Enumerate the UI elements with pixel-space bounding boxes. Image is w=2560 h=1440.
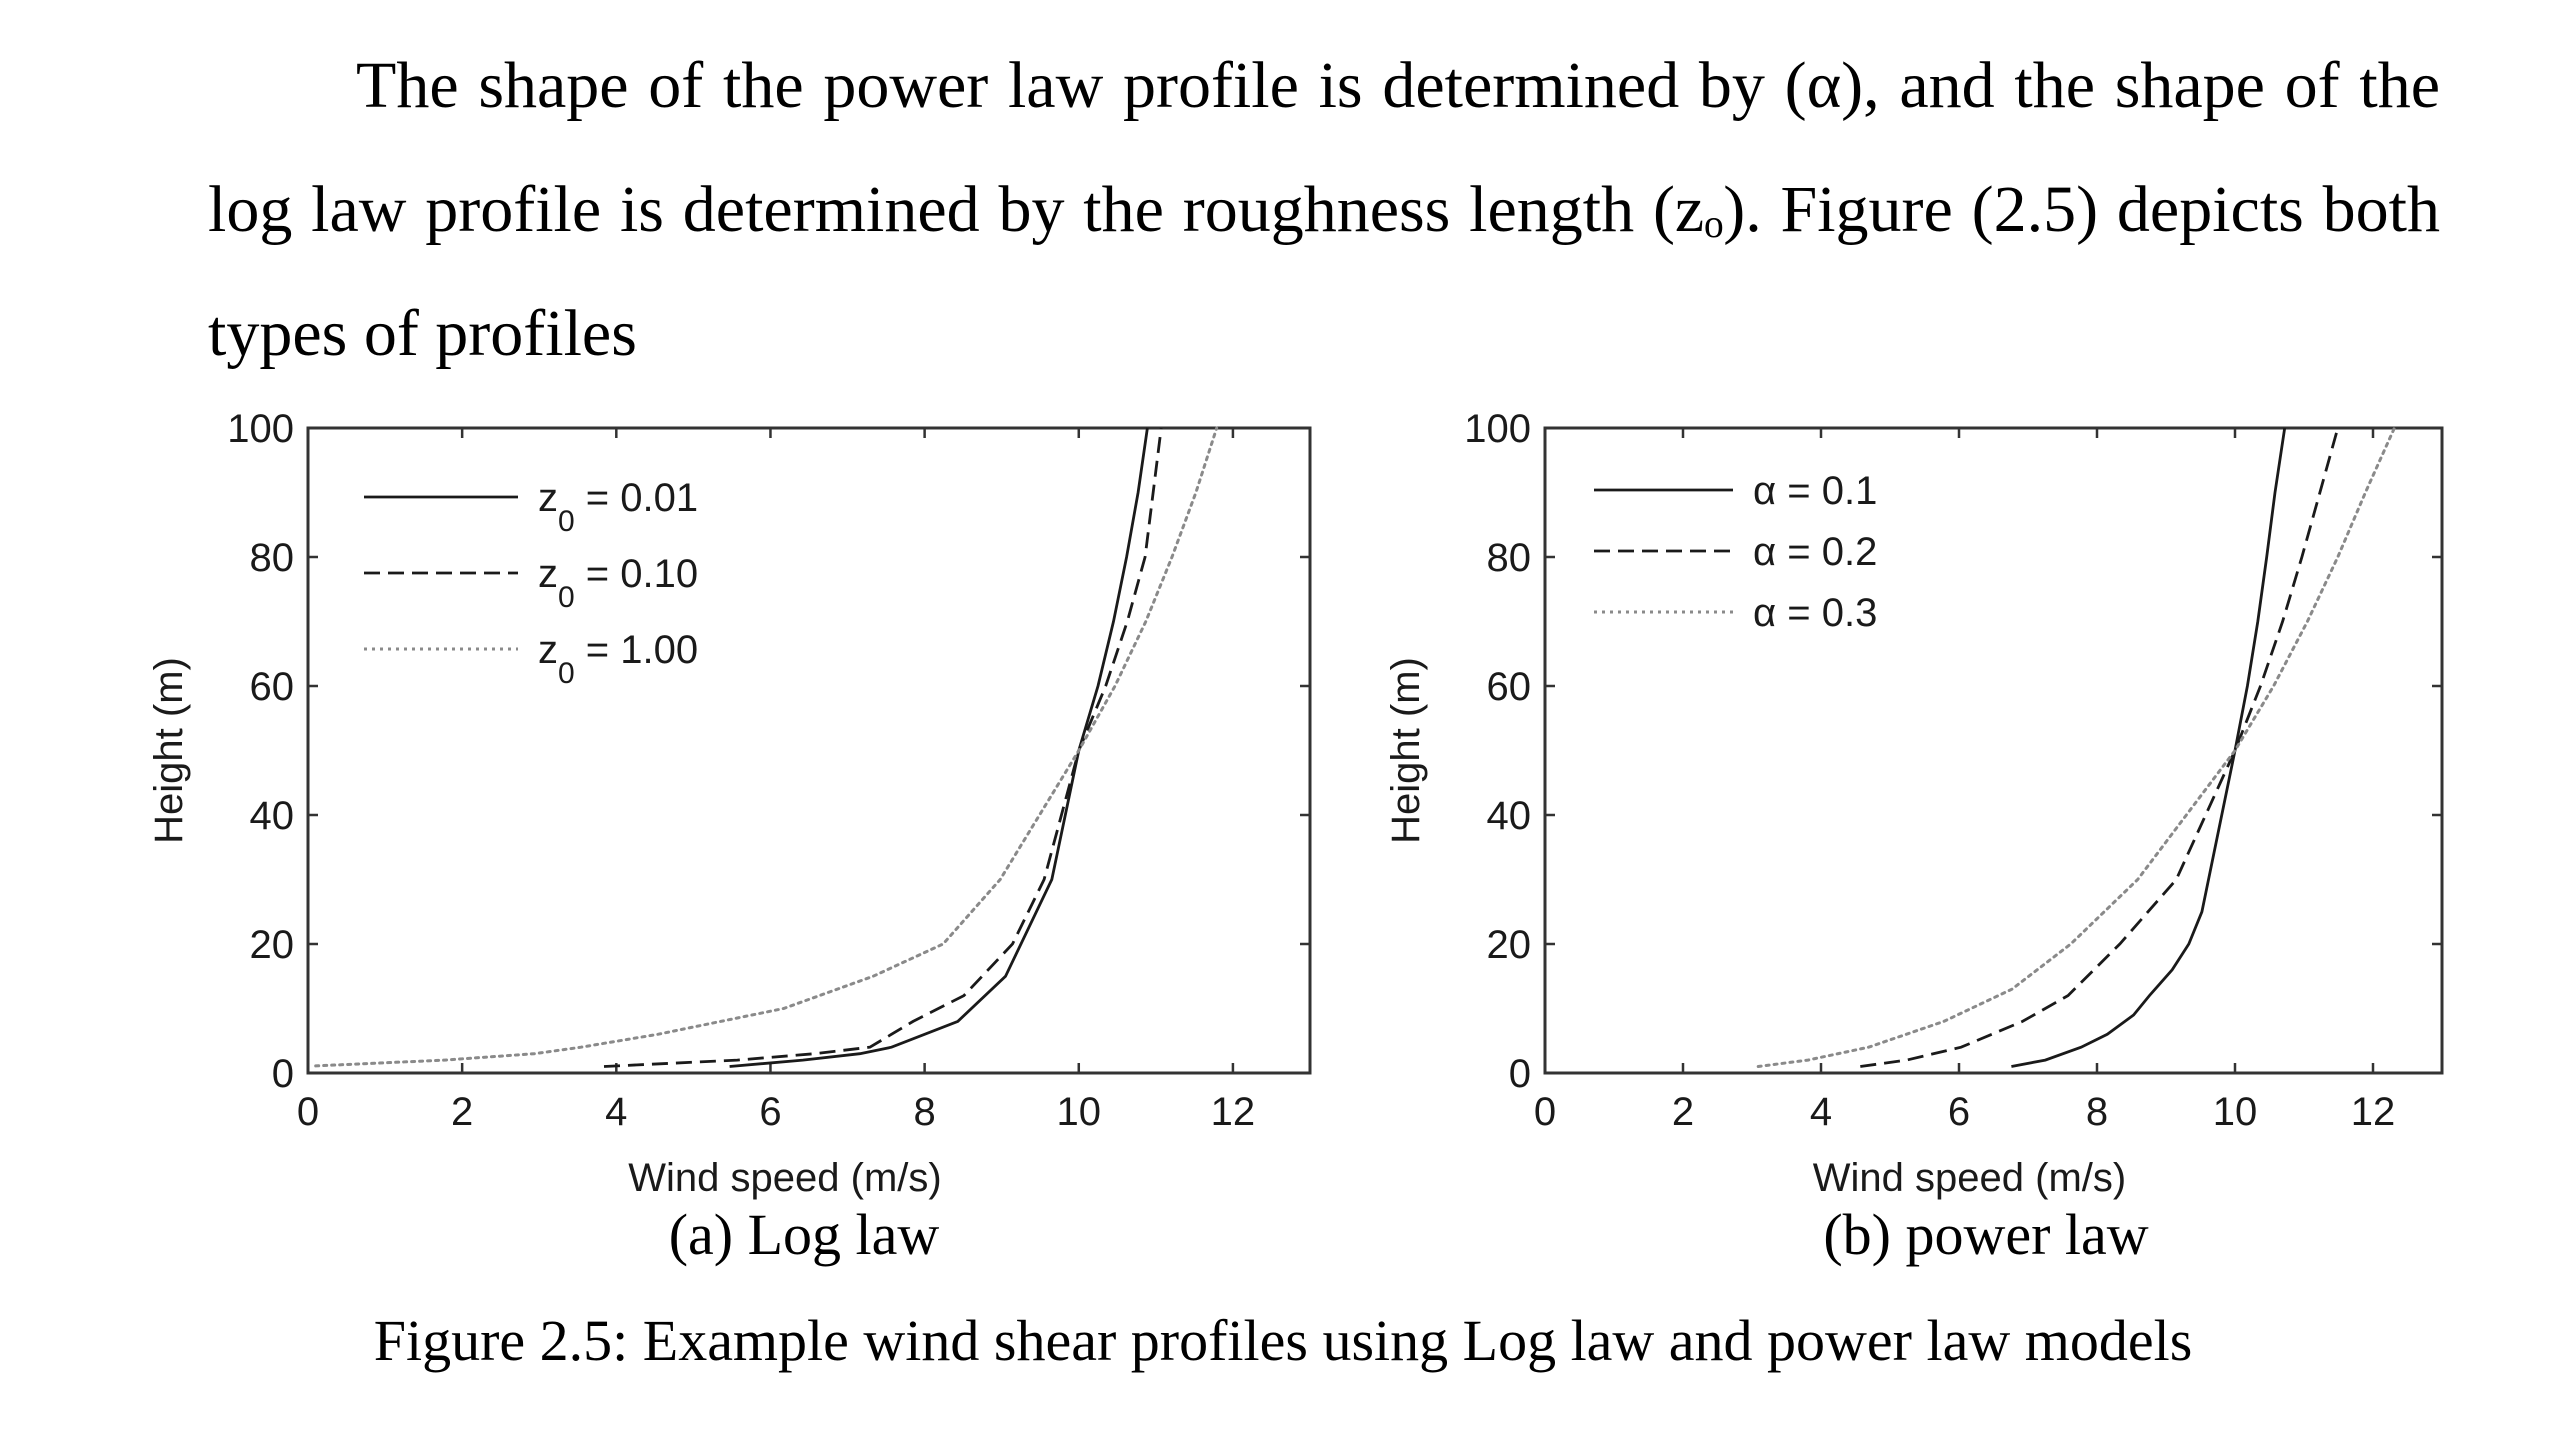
power-y-tick-label: 60 <box>1487 665 1532 709</box>
power-x-axis-label: Wind speed (m/s) <box>1813 1156 2126 1200</box>
log-x-tick-label: 0 <box>297 1090 319 1134</box>
power-y-tick-label: 20 <box>1487 923 1532 967</box>
power-plot-frame <box>1543 426 2444 1075</box>
log-y-axis-label: Height (m) <box>147 657 191 844</box>
power-x-tick-label: 8 <box>2086 1090 2108 1134</box>
power-series-line-2 <box>1860 427 2340 1068</box>
power-y-tick-label: 0 <box>1509 1052 1531 1096</box>
log-y-tick-label: 100 <box>227 407 294 451</box>
power-legend-label-2: α = 0.2 <box>1753 530 1877 574</box>
power-x-tick-label: 12 <box>2351 1090 2396 1134</box>
legend-label-main: α = 0.1 <box>1753 469 1877 513</box>
power-legend-label-3: α = 0.3 <box>1753 591 1877 635</box>
legend-label-main: z <box>538 476 558 520</box>
legend-label-rest: = 0.10 <box>575 552 698 596</box>
power-y-axis-label: Height (m) <box>1384 657 1428 844</box>
power-x-tick-label: 10 <box>2213 1090 2258 1134</box>
power-series-line-1 <box>2011 427 2287 1068</box>
legend-label-main: z <box>538 552 558 596</box>
power-legend-label-1: α = 0.1 <box>1753 469 1877 513</box>
paragraph-text: The shape of the power law profile is de… <box>208 49 2440 370</box>
legend-label-sub: 0 <box>558 657 575 690</box>
power-law-chart: 0 2 4 6 8 10 12 0 20 40 60 80 100 Wind speed (m/s) Hei… <box>1384 407 2444 1200</box>
power-x-tick-label: 2 <box>1672 1090 1694 1134</box>
legend-label-sub: 0 <box>558 581 575 614</box>
log-y-tick-label: 80 <box>250 536 295 580</box>
power-x-tick-label: 6 <box>1948 1090 1970 1134</box>
log-x-tick-label: 10 <box>1057 1090 1102 1134</box>
log-y-tick-label: 40 <box>250 794 295 838</box>
power-x-tick-label: 4 <box>1810 1090 1832 1134</box>
legend-label-rest: = 1.00 <box>575 628 698 672</box>
log-legend-label-1: z0 = 0.01 <box>538 476 698 538</box>
log-x-tick-label: 8 <box>913 1090 935 1134</box>
log-series-line-2 <box>603 427 1163 1068</box>
log-x-tick-label: 12 <box>1211 1090 1256 1134</box>
power-x-tick-label: 0 <box>1534 1090 1556 1134</box>
legend-label-main: z <box>538 628 558 672</box>
log-y-tick-label: 60 <box>250 665 295 709</box>
log-law-chart: 0 2 4 6 8 10 12 0 20 40 60 80 100 Wind speed (m/s) Hei… <box>147 407 1312 1200</box>
log-series-line-1 <box>729 427 1149 1068</box>
subfigure-caption-b: (b) power law <box>1823 1202 2148 1267</box>
power-y-tick-label: 40 <box>1487 794 1532 838</box>
log-plot-frame <box>306 426 1312 1075</box>
log-y-tick-label: 20 <box>250 923 295 967</box>
log-x-tick-label: 6 <box>759 1090 781 1134</box>
legend-label-sub: 0 <box>558 505 575 538</box>
log-y-tick-label: 0 <box>272 1052 294 1096</box>
body-paragraph: The shape of the power law profile is de… <box>208 24 2440 396</box>
legend-label-rest: = 0.01 <box>575 476 698 520</box>
power-y-tick-label: 80 <box>1487 536 1532 580</box>
log-x-axis-label: Wind speed (m/s) <box>628 1156 941 1200</box>
log-series-line-3 <box>314 426 1219 1068</box>
legend-label-main: α = 0.2 <box>1753 530 1877 574</box>
figure-caption: Figure 2.5: Example wind shear profiles … <box>374 1308 2193 1373</box>
log-legend-label-2: z0 = 0.10 <box>538 552 698 614</box>
power-series-line-3 <box>1756 426 2396 1068</box>
log-x-tick-label: 4 <box>605 1090 627 1134</box>
power-y-tick-label: 100 <box>1464 407 1531 451</box>
legend-label-main: α = 0.3 <box>1753 591 1877 635</box>
log-legend-label-3: z0 = 1.00 <box>538 628 698 690</box>
log-x-tick-label: 2 <box>451 1090 473 1134</box>
subfigure-caption-a: (a) Log law <box>669 1202 940 1267</box>
